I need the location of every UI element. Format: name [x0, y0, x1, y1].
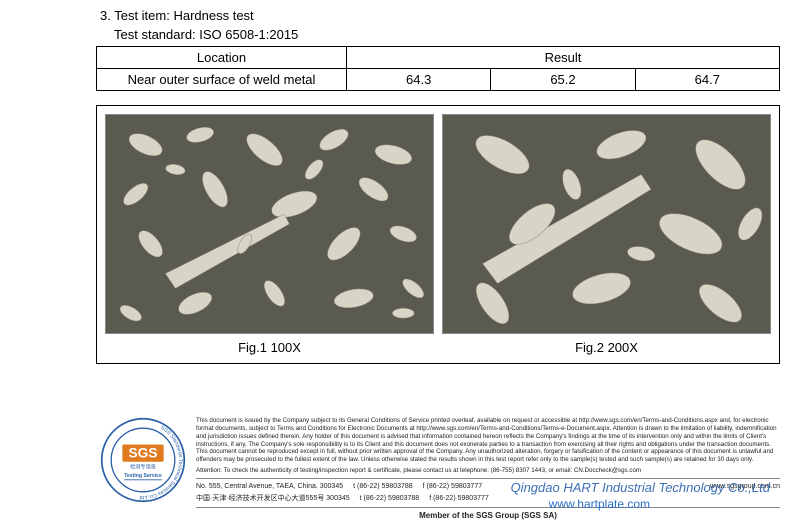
col-result: Result — [347, 47, 780, 69]
test-item-label: 3. Test item: Hardness test — [100, 8, 800, 23]
footer: SGS Standards Technical Services Co.,Ltd… — [0, 417, 800, 521]
address-cn: 中国·天津·经济技术开发区中心大道555号 300345 — [196, 495, 350, 504]
micrograph-100x — [105, 114, 434, 334]
fig1-caption: Fig.1 100X — [105, 340, 434, 355]
url-overlay: www.hartplate.com — [549, 497, 650, 511]
svg-text:SGS: SGS — [128, 446, 157, 461]
cell-result-1: 64.3 — [347, 69, 491, 91]
cell-location: Near outer surface of weld metal — [97, 69, 347, 91]
cell-result-3: 64.7 — [635, 69, 779, 91]
attention-text: Attention: To check the authenticity of … — [196, 467, 780, 475]
disclaimer-text: This document is issued by the Company s… — [196, 417, 780, 464]
address-en: No. 555, Central Avenue, TAEA, China. 30… — [196, 483, 343, 492]
table-row: Near outer surface of weld metal 64.3 65… — [97, 69, 780, 91]
tel2: t (86-22) 59803788 — [360, 495, 420, 504]
figures-container: Fig.1 100X — [96, 105, 780, 364]
col-location: Location — [97, 47, 347, 69]
cell-result-2: 65.2 — [491, 69, 635, 91]
company-overlay: Qingdao HART Industrial Technology Co.,L… — [511, 480, 770, 495]
results-table: Location Result Near outer surface of we… — [96, 46, 780, 91]
svg-text:检测专用章: 检测专用章 — [130, 463, 156, 471]
svg-text:Testing Service: Testing Service — [124, 473, 162, 479]
fax2: f (86-22) 59803777 — [429, 495, 489, 504]
micrograph-200x — [442, 114, 771, 334]
fig2-caption: Fig.2 200X — [442, 340, 771, 355]
sgs-stamp: SGS Standards Technical Services Co.,Ltd… — [100, 417, 186, 503]
test-standard-label: Test standard: ISO 6508-1:2015 — [114, 27, 800, 42]
legal-block: This document is issued by the Company s… — [196, 417, 780, 521]
tel: t (86-22) 59803788 — [353, 483, 413, 492]
member-line: Member of the SGS Group (SGS SA) — [196, 511, 780, 521]
fax: f (86-22) 59803777 — [423, 483, 483, 492]
